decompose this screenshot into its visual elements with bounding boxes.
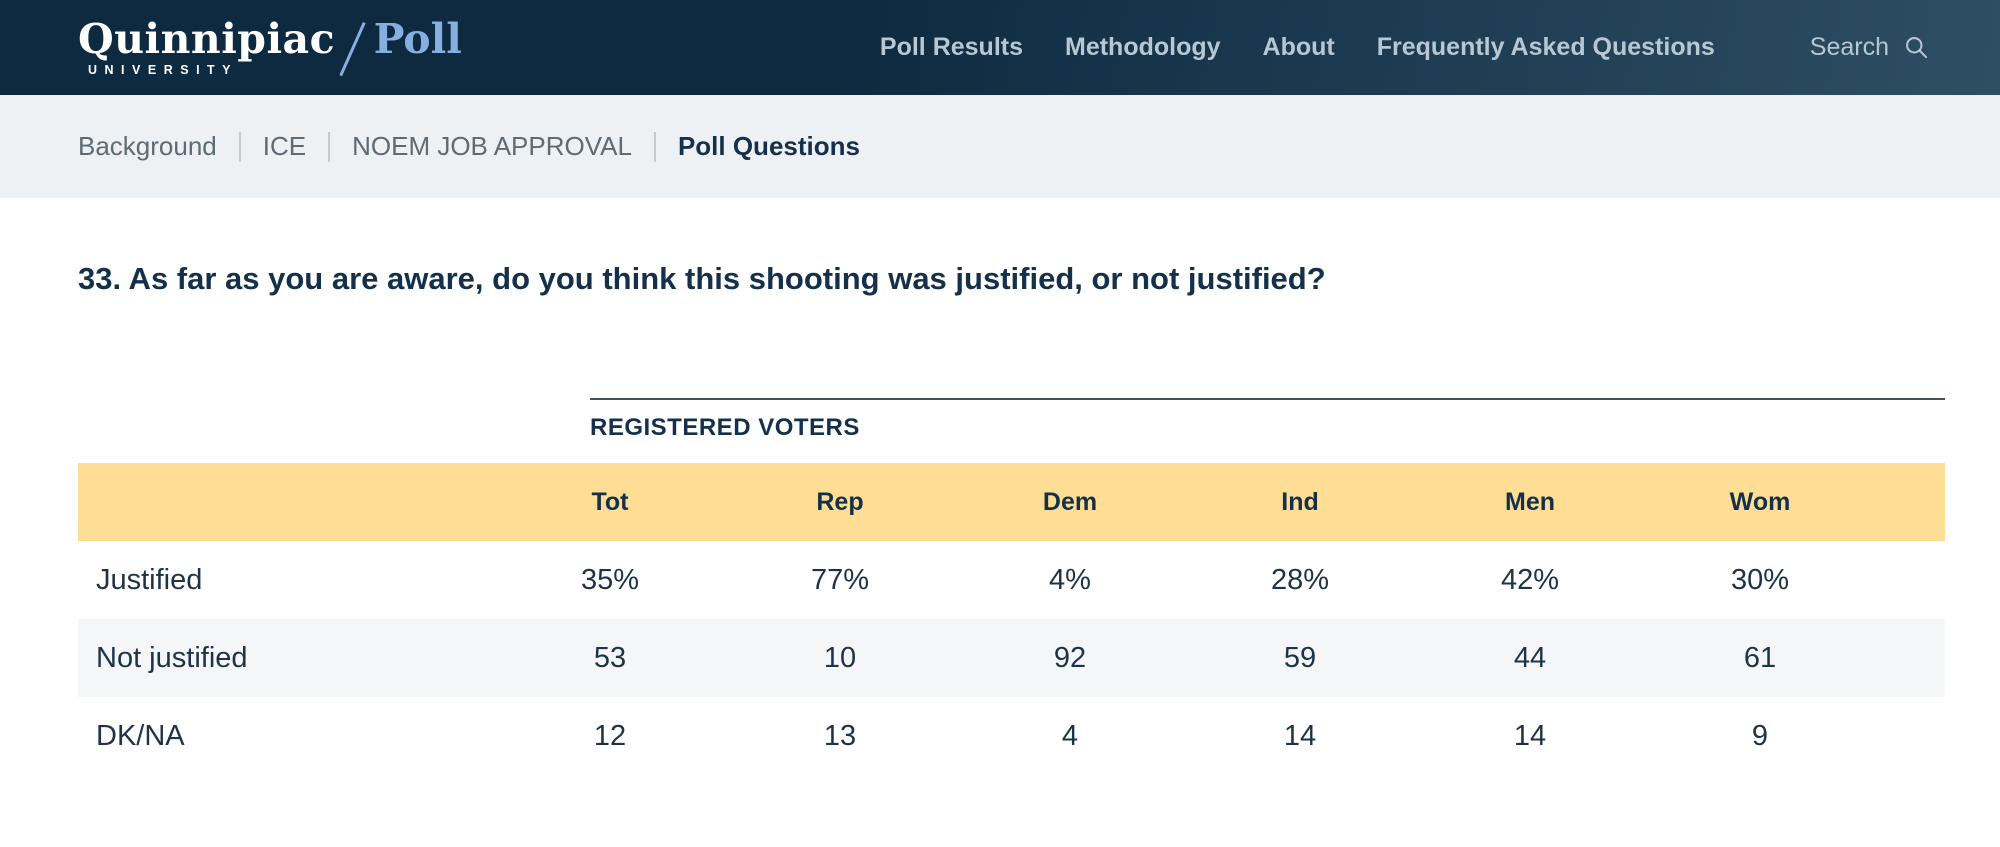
search-label: Search [1809, 33, 1889, 61]
spacer-cell [1875, 541, 1945, 619]
row-label: Not justified [96, 641, 248, 674]
cell-value: 92 [1053, 641, 1087, 674]
cell-value: 10 [823, 641, 857, 674]
search-button[interactable]: Search [1810, 33, 1930, 62]
nav-item-poll-results[interactable]: Poll Results [879, 33, 1023, 61]
breadcrumb-item-background[interactable]: Background [78, 131, 217, 161]
spacer-cell [1875, 697, 1945, 775]
cell-value: 77% [810, 563, 870, 596]
col-header-dem: Dem [1042, 487, 1098, 516]
col-header-wom: Wom [1729, 487, 1791, 516]
cell-value: 42% [1500, 563, 1560, 596]
row-label: DK/NA [96, 719, 185, 752]
poll-results-table: Tot Rep Dem Ind Men Wom Justified 35% 77… [78, 463, 1945, 775]
col-header-men: Men [1505, 487, 1555, 516]
cell-value: 13 [823, 719, 857, 752]
cell-value: 12 [593, 719, 627, 752]
logo-quinnipiac-text: Quinnipiac [78, 14, 336, 63]
empty-header-cell [78, 463, 495, 541]
cell-value: 53 [593, 641, 627, 674]
breadcrumb-separator [653, 131, 656, 162]
nav-item-methodology[interactable]: Methodology [1065, 33, 1221, 61]
logo-wordmark: Quinnipiac UNIVERSITY [78, 18, 335, 77]
col-header-rep: Rep [816, 487, 864, 516]
search-icon [1903, 34, 1930, 61]
logo-poll-text: Poll [373, 14, 462, 63]
cell-value: 4 [1061, 719, 1079, 752]
logo-slash [339, 21, 366, 76]
quinnipiac-poll-logo[interactable]: Quinnipiac UNIVERSITY Poll [78, 18, 462, 78]
logo-university-text: UNIVERSITY [88, 62, 239, 77]
cell-value: 14 [1513, 719, 1547, 752]
cell-value: 35% [580, 563, 640, 596]
breadcrumb: Background ICE NOEM JOB APPROVAL Poll Qu… [0, 95, 2000, 198]
col-header-tot: Tot [591, 487, 629, 516]
cell-value: 59 [1283, 641, 1317, 674]
breadcrumb-item-poll-questions[interactable]: Poll Questions [677, 131, 860, 161]
registered-voters-group-header: REGISTERED VOTERS [590, 398, 1945, 442]
cell-value: 4% [1049, 563, 1091, 596]
breadcrumb-separator [238, 131, 241, 162]
breadcrumb-item-noem-job-approval[interactable]: NOEM JOB APPROVAL [352, 131, 632, 161]
table-row-justified: Justified 35% 77% 4% 28% 42% 30% [78, 541, 1945, 619]
breadcrumb-separator [328, 131, 331, 162]
primary-nav: Poll Results Methodology About Frequentl… [880, 33, 1715, 62]
top-nav-bar: Quinnipiac UNIVERSITY Poll Poll Results … [0, 0, 2000, 95]
main-content: 33. As far as you are aware, do you thin… [0, 260, 2000, 775]
cell-value: 44 [1513, 641, 1547, 674]
table-header-row: Tot Rep Dem Ind Men Wom [78, 463, 1945, 541]
breadcrumb-item-ice[interactable]: ICE [262, 131, 307, 161]
row-label: Justified [96, 563, 203, 596]
cell-value: 28% [1270, 563, 1330, 596]
col-header-ind: Ind [1281, 487, 1319, 516]
spacer-header-cell [1875, 463, 1945, 541]
cell-value: 14 [1283, 719, 1317, 752]
poll-question-heading: 33. As far as you are aware, do you thin… [78, 261, 1326, 296]
cell-value: 30% [1730, 563, 1790, 596]
cell-value: 61 [1743, 641, 1777, 674]
nav-item-faq[interactable]: Frequently Asked Questions [1376, 33, 1715, 61]
spacer-cell [1875, 619, 1945, 697]
nav-item-about[interactable]: About [1262, 33, 1335, 61]
table-row-dk-na: DK/NA 12 13 4 14 14 9 [78, 697, 1945, 775]
table-row-not-justified: Not justified 53 10 92 59 44 61 [78, 619, 1945, 697]
cell-value: 9 [1751, 719, 1769, 752]
